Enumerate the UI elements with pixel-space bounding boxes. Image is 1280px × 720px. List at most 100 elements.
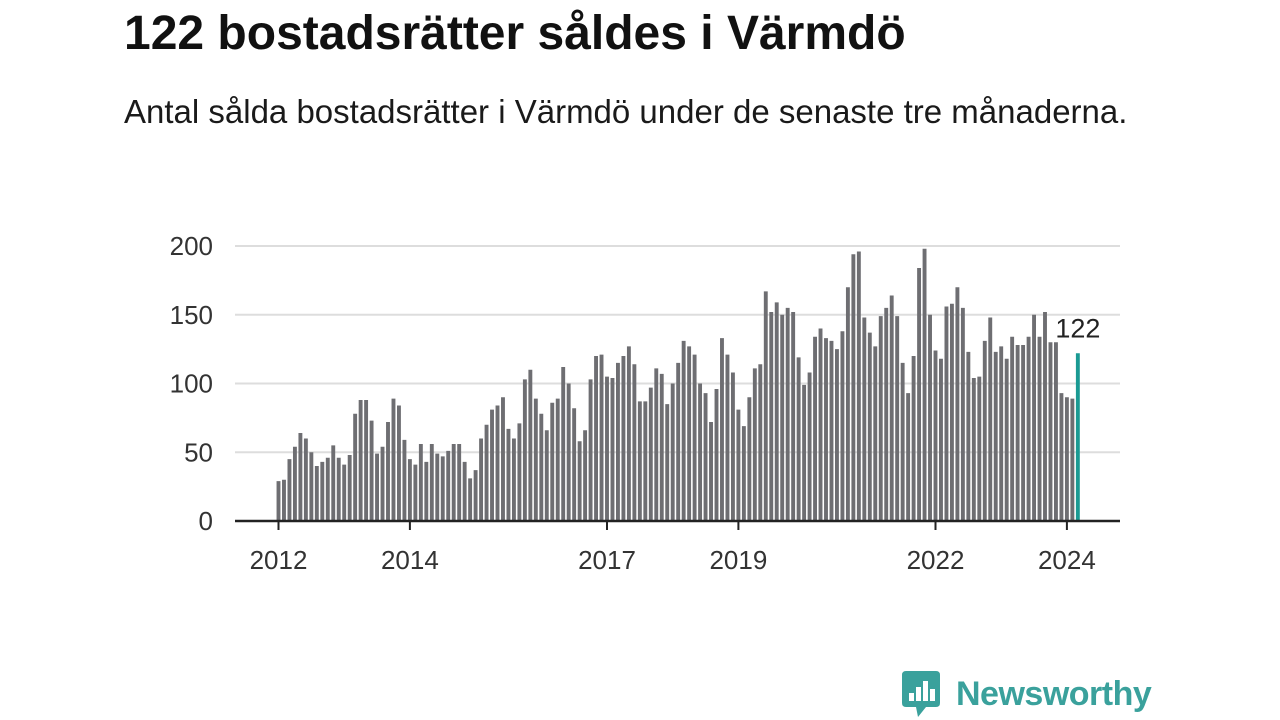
bar [692, 354, 697, 521]
bar [1010, 336, 1015, 521]
bar [1059, 393, 1064, 521]
bar [435, 453, 440, 521]
bar [758, 364, 763, 521]
bar [369, 420, 374, 521]
bar [966, 351, 971, 521]
bar [468, 478, 473, 521]
bar [988, 317, 993, 521]
bar [517, 423, 522, 521]
y-axis-labels: 0 50 100 150 200 [170, 231, 213, 536]
bar [813, 336, 817, 521]
bar [648, 387, 653, 521]
bar [522, 379, 527, 521]
y-tick-label: 200 [170, 231, 213, 261]
bar [626, 346, 631, 521]
bar [720, 338, 724, 521]
bar [320, 461, 325, 521]
bar [922, 248, 927, 521]
bar [594, 356, 598, 521]
bar [659, 373, 664, 521]
bar [791, 312, 796, 521]
bar [906, 393, 911, 521]
bar-chart: 0 50 100 150 200 2012 2014 2017 2019 2022 2024 12… [170, 231, 1120, 575]
bar [451, 444, 456, 521]
bar [714, 389, 719, 521]
bar [643, 401, 648, 521]
bar [588, 379, 593, 521]
bar [856, 251, 861, 521]
bar [867, 332, 872, 521]
x-axis-labels: 2012 2014 2017 2019 2022 2024 [250, 545, 1096, 575]
bar [577, 441, 582, 521]
bar [276, 481, 281, 521]
bar [769, 312, 774, 521]
x-tick-label: 2014 [381, 545, 439, 575]
bar [725, 354, 730, 521]
bar [824, 338, 828, 521]
bar [533, 398, 538, 521]
bar [878, 316, 883, 521]
bar [555, 398, 560, 521]
bar [676, 362, 681, 521]
chart-subtitle: Antal sålda bostadsrätter i Värmdö under… [124, 93, 1128, 130]
bar [457, 444, 462, 521]
bar [325, 457, 330, 521]
bar [971, 378, 976, 521]
bar [862, 317, 867, 521]
bar [342, 464, 347, 521]
brand-name: Newsworthy [956, 674, 1152, 713]
bar [928, 314, 932, 521]
bar [845, 287, 850, 521]
bar [1021, 345, 1026, 521]
bar [977, 376, 982, 521]
bar [873, 346, 878, 521]
bar [495, 405, 500, 521]
x-tick-label: 2017 [578, 545, 636, 575]
bar [1048, 342, 1053, 521]
bar [336, 457, 341, 521]
bar [736, 409, 741, 521]
bar [654, 368, 659, 521]
bar [993, 351, 998, 521]
bar [917, 268, 922, 521]
bar [1026, 336, 1031, 521]
bar [375, 453, 379, 521]
bar [358, 400, 363, 521]
bar [709, 422, 713, 521]
bar [665, 404, 670, 521]
bar [347, 455, 352, 521]
bar [900, 362, 905, 521]
bar [605, 376, 609, 521]
bar [380, 446, 385, 521]
bar [386, 422, 390, 521]
bar [670, 383, 675, 521]
bar [939, 358, 943, 521]
bar [484, 424, 489, 521]
bar-series [276, 248, 1080, 521]
bar [955, 287, 960, 521]
bar [621, 356, 626, 521]
bar [999, 346, 1004, 521]
bar [884, 307, 889, 521]
bar [944, 306, 949, 521]
x-tick-label: 2024 [1038, 545, 1096, 575]
bar [829, 340, 834, 521]
bar [818, 328, 823, 521]
bar [440, 456, 445, 521]
bar [583, 430, 588, 521]
bar [353, 413, 358, 521]
bar [1015, 345, 1020, 521]
bar [479, 438, 484, 521]
bar [303, 438, 308, 521]
bar [397, 405, 401, 521]
bar [1064, 397, 1069, 521]
bar [698, 383, 703, 521]
bar [687, 346, 692, 521]
bar [911, 356, 916, 521]
bar [528, 369, 533, 521]
bar [506, 428, 511, 521]
x-tick-label: 2012 [250, 545, 308, 575]
bar [364, 400, 369, 521]
bar [544, 430, 549, 521]
newsworthy-logo: Newsworthy [900, 668, 1152, 720]
